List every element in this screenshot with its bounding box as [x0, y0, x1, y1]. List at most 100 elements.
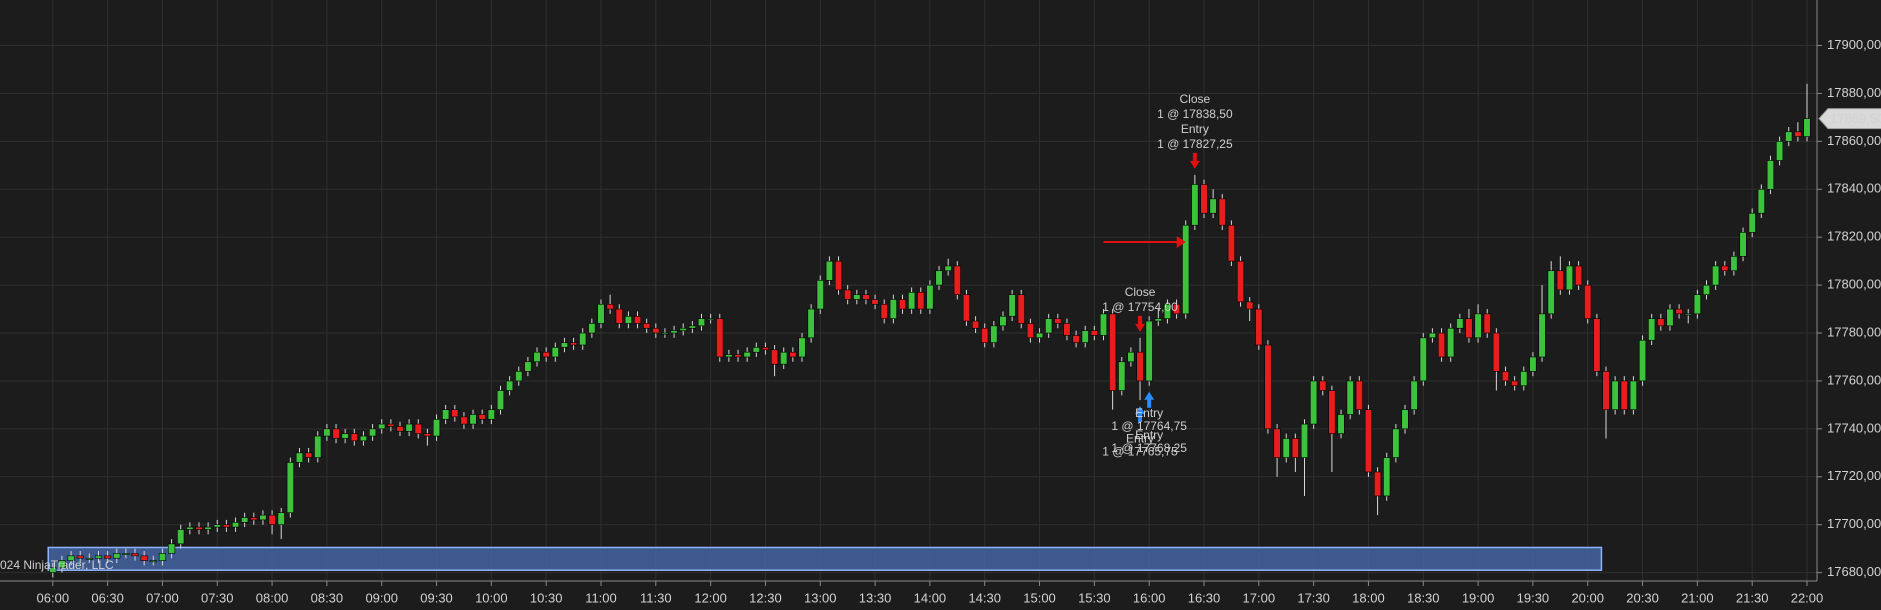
- candle-body: [953, 265, 961, 295]
- candle-body: [661, 332, 669, 335]
- candle-body: [789, 351, 797, 358]
- y-tick-label: 17880,00: [1827, 85, 1881, 100]
- candle-body: [1739, 232, 1747, 257]
- candle-body: [1291, 438, 1299, 458]
- x-tick-label: 09:00: [365, 590, 398, 605]
- candle-body: [551, 347, 559, 358]
- candle-body: [1693, 294, 1701, 315]
- candle-body: [908, 291, 916, 310]
- candle-body: [1017, 294, 1025, 324]
- candle-body: [871, 299, 879, 305]
- candle-body: [1319, 380, 1327, 391]
- x-tick-label: 15:00: [1023, 590, 1056, 605]
- candle-body: [990, 325, 998, 343]
- candle-body: [1163, 303, 1172, 319]
- candle-body: [1419, 337, 1427, 382]
- candle-body: [917, 291, 925, 310]
- candle-body: [935, 270, 943, 286]
- candle-body: [1712, 265, 1720, 286]
- trade-label: 1 @ 17765,75: [1102, 444, 1178, 458]
- candle-body: [213, 524, 221, 528]
- candle-body: [378, 423, 386, 430]
- trade-label: 1 @ 17768,25: [1111, 441, 1187, 455]
- y-tick-label: 17800,00: [1827, 277, 1881, 292]
- candle-body: [707, 318, 715, 321]
- y-tick-label: 17760,00: [1827, 372, 1881, 387]
- candle-body: [1611, 380, 1619, 410]
- candle-body: [1264, 344, 1272, 430]
- execution-marker: [1135, 315, 1146, 332]
- x-tick-label: 11:30: [640, 590, 672, 605]
- candle-body: [1474, 313, 1482, 339]
- candle-body: [67, 555, 75, 561]
- candle-body: [1483, 313, 1491, 334]
- candle-body: [222, 524, 230, 528]
- candle-body: [1629, 380, 1637, 410]
- candle-body: [423, 433, 431, 437]
- candle-body: [469, 414, 477, 425]
- candle-body: [432, 418, 441, 437]
- candle-body: [825, 260, 833, 281]
- candle-body: [94, 555, 103, 559]
- candle-body: [167, 543, 176, 554]
- candle-body: [1501, 371, 1510, 382]
- last-price-tag: [1818, 108, 1881, 130]
- candle-body: [816, 280, 824, 310]
- candle-body: [1648, 318, 1656, 341]
- candle-body: [1182, 224, 1190, 315]
- candle-body: [844, 289, 852, 300]
- trade-label: 1 @ 17838,50: [1157, 107, 1233, 121]
- candle-body: [716, 318, 724, 358]
- x-tick-label: 18:30: [1407, 590, 1440, 605]
- candle-body: [1383, 457, 1391, 497]
- x-tick-label: 10:30: [530, 590, 563, 605]
- candle-body: [1310, 380, 1318, 425]
- candle-body: [1702, 284, 1711, 295]
- x-tick-label: 11:00: [585, 590, 617, 605]
- candle-body: [1730, 256, 1738, 272]
- candle-body: [761, 347, 770, 351]
- candle-body: [76, 555, 84, 559]
- execution-marker: [1189, 152, 1200, 169]
- x-tick-label: 08:30: [311, 590, 344, 605]
- candle-body: [122, 553, 130, 555]
- candle-body: [1191, 184, 1199, 226]
- candle-body: [734, 354, 742, 358]
- candle-body: [1492, 332, 1500, 372]
- trade-label: 1 @ 17754,00: [1102, 300, 1178, 314]
- candle-body: [1593, 318, 1601, 372]
- candle-body: [533, 351, 541, 363]
- candle-body: [569, 342, 578, 346]
- candle-body: [1246, 301, 1254, 310]
- candle-body: [560, 342, 569, 348]
- y-tick-label: 17860,00: [1827, 133, 1881, 148]
- candle-body: [1209, 198, 1217, 214]
- x-tick-label: 09:30: [420, 590, 453, 605]
- candle-body: [1035, 332, 1044, 339]
- candle-body: [359, 435, 368, 442]
- candle-body: [1638, 339, 1647, 382]
- candle-body: [1428, 332, 1436, 339]
- candle-body: [862, 294, 870, 300]
- trade-label: Entry: [1135, 428, 1163, 442]
- candle-body: [1684, 313, 1692, 316]
- x-tick-label: 21:00: [1681, 590, 1714, 605]
- candle-body: [1227, 224, 1235, 262]
- x-tick-label: 14:30: [968, 590, 1001, 605]
- candle-body: [1328, 390, 1336, 434]
- candle-body: [1099, 313, 1108, 336]
- candle-body: [1236, 260, 1245, 303]
- candle-body: [1054, 318, 1062, 324]
- candle-body: [1556, 270, 1564, 291]
- candle-body: [1666, 308, 1674, 327]
- execution-marker: [1135, 406, 1146, 423]
- x-tick-label: 15:30: [1078, 590, 1111, 605]
- candle-body: [807, 308, 815, 339]
- candle-body: [341, 433, 349, 439]
- trade-label: 1 @ 17827,25: [1157, 137, 1233, 151]
- candle-body: [1273, 428, 1281, 458]
- candle-body: [478, 414, 486, 420]
- candle-body: [798, 337, 806, 358]
